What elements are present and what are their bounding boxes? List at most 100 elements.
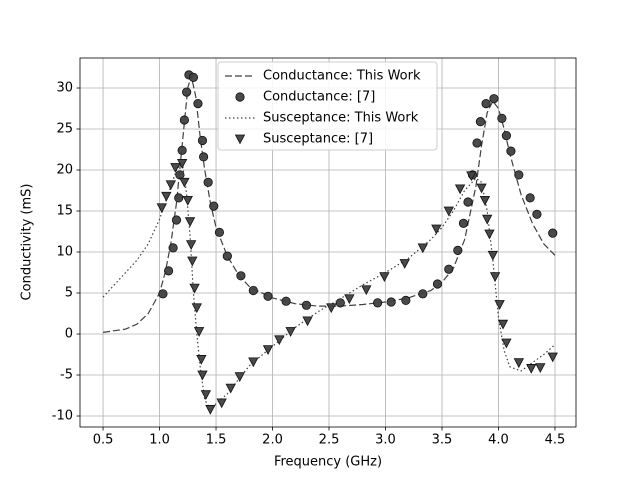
marker-triangle (399, 259, 410, 269)
marker-triangle (494, 300, 505, 310)
marker-circle (458, 218, 469, 228)
marker-circle (532, 209, 542, 219)
x-tick-label: 4.0 (488, 433, 509, 448)
marker-circle (386, 297, 396, 307)
marker-triangle (205, 405, 216, 415)
legend-label: Susceptance: [7] (263, 132, 373, 147)
marker-circle (163, 266, 174, 276)
marker-triangle (197, 370, 208, 381)
marker-circle (203, 177, 213, 187)
marker-triangle (248, 357, 259, 368)
marker-triangle (161, 191, 172, 202)
x-tick-label: 4.5 (545, 433, 566, 448)
marker-circle (453, 245, 463, 255)
marker-triangle (186, 240, 197, 250)
y-tick-label: 5 (65, 286, 73, 301)
marker-triangle (193, 327, 205, 337)
marker-circle (401, 295, 411, 305)
marker-circle (444, 264, 454, 274)
series-line (102, 160, 556, 411)
marker-circle (281, 296, 291, 306)
y-tick-label: 15 (56, 204, 73, 219)
y-axis-label: Conductivity (mS) (20, 184, 35, 301)
y-tick-label: 25 (56, 122, 73, 137)
y-tick-label: -5 (60, 368, 73, 383)
marker-triangle (216, 398, 227, 409)
marker-triangle (547, 352, 558, 363)
marker-triangle (200, 390, 212, 401)
marker-circle (418, 289, 428, 299)
marker-circle (489, 94, 499, 104)
marker-triangle (274, 335, 285, 346)
marker-triangle (379, 272, 390, 282)
marker-circle (179, 115, 189, 125)
marker-circle (177, 145, 187, 155)
marker-circle (182, 87, 192, 97)
marker-triangle (184, 217, 196, 228)
marker-circle (497, 113, 507, 123)
marker-circle (175, 170, 185, 180)
marker-circle (372, 298, 383, 308)
x-tick-label: 3.0 (375, 433, 396, 448)
x-tick-label: 3.5 (432, 433, 453, 448)
x-tick-label: 1.0 (149, 433, 170, 448)
marker-circle (481, 98, 491, 109)
marker-triangle (179, 177, 190, 188)
marker-triangle (302, 316, 313, 327)
marker-circle (525, 193, 535, 203)
marker-triangle (526, 364, 537, 374)
marker-triangle (466, 171, 477, 182)
marker-triangle (431, 224, 442, 235)
marker-circle (222, 251, 232, 261)
legend-marker (234, 134, 246, 145)
marker-circle (472, 138, 482, 148)
marker-circle (199, 152, 209, 162)
legend: Conductance: This Work Conductance: [7] Su… (217, 61, 438, 151)
marker-triangle (501, 338, 512, 349)
y-tick-label: 30 (56, 81, 73, 96)
marker-triangle (535, 363, 546, 373)
marker-triangle (443, 206, 454, 217)
marker-triangle (484, 229, 495, 240)
marker-triangle (513, 358, 524, 369)
marker-triangle (285, 327, 296, 337)
x-axis-label: Frequency (GHz) (274, 455, 382, 470)
marker-triangle (262, 345, 274, 355)
plot-frame (79, 57, 577, 428)
x-tick-label: 2.5 (319, 433, 340, 448)
marker-circle (263, 291, 273, 301)
y-tick-label: 10 (56, 245, 73, 260)
marker-triangle (482, 214, 493, 225)
marker-circle (236, 271, 246, 281)
marker-circle (197, 135, 208, 146)
marker-triangle (487, 250, 499, 261)
legend-box (217, 61, 438, 151)
marker-triangle (479, 195, 491, 206)
marker-circle (301, 300, 312, 310)
x-tick-label: 0.5 (93, 433, 114, 448)
marker-triangle (191, 303, 202, 314)
marker-circle (193, 98, 203, 109)
marker-circle (214, 227, 225, 237)
y-tick-label: 0 (65, 327, 73, 342)
marker-triangle (156, 203, 167, 214)
marker-triangle (361, 285, 372, 296)
marker-circle (463, 197, 473, 207)
marker-circle (501, 130, 512, 141)
marker-circle (209, 201, 219, 211)
marker-circle (248, 285, 258, 296)
marker-triangle (344, 294, 355, 305)
marker-circle (174, 193, 184, 203)
marker-circle (335, 298, 345, 308)
marker-circle (171, 215, 182, 225)
marker-triangle (196, 355, 207, 365)
marker-triangle (454, 184, 466, 195)
marker-circle (475, 117, 486, 127)
marker-circle (168, 243, 178, 253)
marker-triangle (497, 319, 509, 330)
marker-triangle (165, 180, 177, 191)
marker-triangle (234, 372, 245, 383)
y-tick-label: -10 (52, 409, 73, 424)
marker-circle (158, 289, 168, 299)
